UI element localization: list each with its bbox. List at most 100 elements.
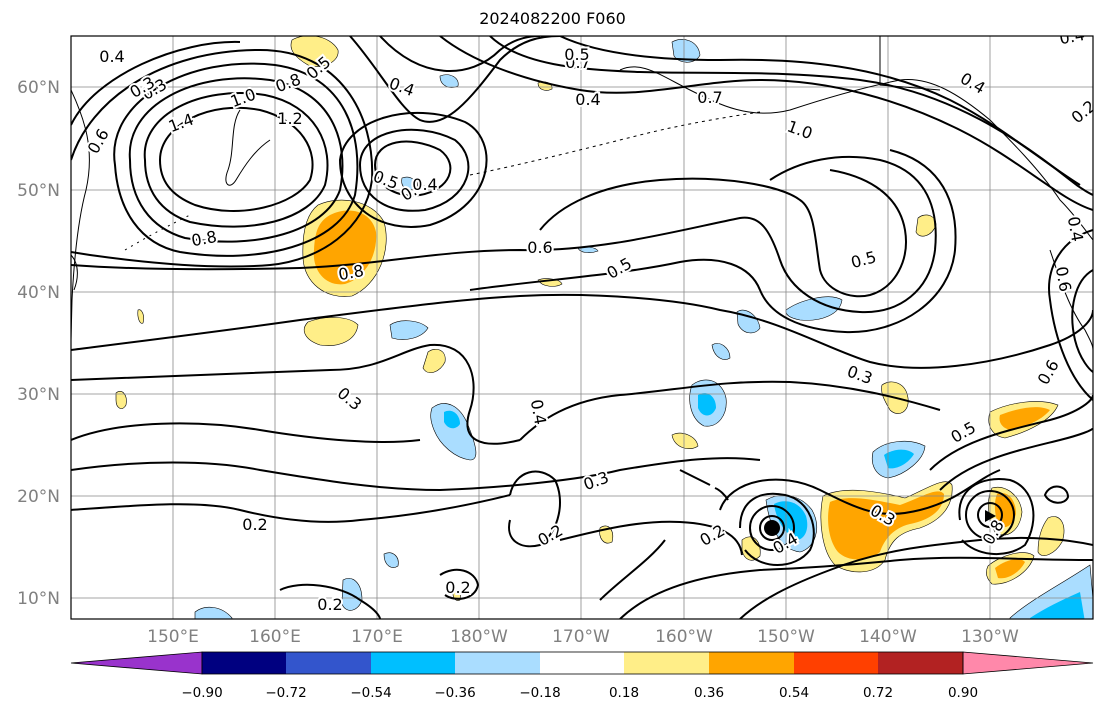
lat-label: 20°N (17, 487, 60, 507)
contour-label: 0.4 (957, 69, 989, 98)
contour-label: 0.6 (1052, 265, 1075, 293)
contour-label: 1.0 (785, 117, 815, 144)
negative-anomaly-fill (785, 296, 843, 321)
storm-center-marker (764, 520, 780, 536)
lon-label: 180°W (450, 627, 508, 647)
lon-label: 160°W (655, 627, 713, 647)
contour-label: 0.6 (527, 238, 552, 257)
colorbar-tick-label: 0.36 (694, 685, 724, 701)
contour-label: 0.3 (334, 383, 366, 414)
lon-label: 150°E (147, 627, 199, 647)
contour-label: 0.5 (371, 167, 401, 194)
colorbar-segment (286, 652, 371, 674)
latitude-axis: 60°N 50°N 40°N 30°N 20°N 10°N (17, 78, 60, 609)
lon-label: 160°E (249, 627, 301, 647)
japan-coast (71, 254, 78, 291)
negative-anomaly-fill (884, 449, 914, 469)
hawaiian-islands (679, 469, 729, 501)
contour-label: 0.7 (697, 88, 722, 107)
storm-center-marker (985, 510, 996, 522)
positive-anomaly-fill (828, 491, 944, 560)
contour-label: 0.7 (565, 53, 590, 72)
lon-label: 130°W (961, 627, 1019, 647)
colorbar-segment (709, 652, 794, 674)
lat-label: 60°N (17, 78, 60, 98)
negative-anomaly-fill (194, 606, 233, 619)
longitude-axis: 150°E 160°E 170°E 180°W 170°W 160°W 150°… (147, 627, 1019, 647)
negative-anomaly-fill (711, 343, 731, 360)
contour-label: 0.4 (387, 74, 417, 101)
colorbar-segment (794, 652, 878, 674)
lon-label: 150°W (757, 627, 815, 647)
lat-label: 40°N (17, 283, 60, 303)
lon-label: 170°W (552, 627, 610, 647)
contour-label: 0.2 (317, 595, 342, 614)
lat-label: 10°N (17, 589, 60, 609)
negative-anomaly-fill (1030, 592, 1085, 619)
negative-anomaly-fill (444, 410, 460, 429)
negative-anomaly-fill (774, 501, 808, 540)
asia-coast (71, 89, 90, 341)
positive-anomaly-fill (671, 432, 699, 449)
colorbar-tick-label: −0.54 (350, 685, 391, 701)
positive-anomaly-fill (304, 317, 359, 346)
lat-label: 50°N (17, 181, 60, 201)
positive-anomaly-fill (995, 559, 1025, 579)
colorbar-segment (624, 652, 709, 674)
contour-label: 0.5 (564, 45, 589, 64)
contour-label: 0.8 (273, 70, 303, 97)
negative-anomaly-fill (430, 403, 477, 461)
gridlines (71, 36, 1093, 619)
colorbar-tick-label: 0.54 (779, 685, 809, 701)
lat-label: 30°N (17, 385, 60, 405)
contour-label: 0.2 (242, 515, 267, 534)
colorbar-segment (202, 652, 286, 674)
contour-label: 0.3 (845, 362, 875, 389)
contour-label: 0.4 (527, 398, 550, 426)
colorbar-tick-label: −0.90 (181, 685, 222, 701)
contour-label: 0.8 (190, 227, 218, 250)
positive-anomaly-fill (422, 349, 446, 373)
contour-label: 0.4 (575, 90, 600, 109)
contour-label: 0.5 (849, 247, 879, 272)
colorbar-labels: −0.90 −0.72 −0.54 −0.36 −0.18 0.18 0.36 … (181, 685, 978, 701)
contour-label: 0.5 (603, 254, 635, 283)
colorbar-segment (878, 652, 963, 674)
contour-label: 0.4 (412, 175, 437, 194)
contour-label: 1.0 (228, 85, 258, 112)
negative-anomaly-fill (383, 552, 399, 568)
colorbar-tick-label: −0.18 (519, 685, 560, 701)
alaska-border (879, 36, 941, 91)
negative-anomaly-fill (389, 320, 429, 340)
contour-label: 1.2 (277, 109, 302, 128)
contour-label: 0.6 (84, 125, 113, 157)
lon-label: 140°W (859, 627, 917, 647)
colorbar-frame (201, 651, 964, 675)
contour-label: 0.2 (1068, 96, 1100, 127)
map-area: 0.4 0.3 0.5 0.8 0.7 0.4 1.0 1.4 1.2 0.6 0.5 0.4 0.8 0… (71, 36, 1100, 619)
positive-anomaly-fill (1037, 516, 1065, 556)
colorbar-segment (455, 652, 540, 674)
colorbar-extension-low (70, 651, 203, 675)
contour-labels: 0.4 0.3 0.5 0.8 0.7 0.4 1.0 1.4 1.2 0.6 0.5 0.4 0.8 0… (82, 36, 1100, 616)
positive-anomaly-fill (915, 214, 937, 237)
lon-label: 170°E (351, 627, 403, 647)
kuril-islands (124, 214, 191, 251)
positive-anomaly-fill (999, 407, 1050, 430)
colorbar-tick-label: 0.90 (948, 685, 978, 701)
contour-label: 0.3 (581, 468, 611, 495)
negative-anomaly-fill (439, 74, 459, 88)
map-title: 2024082200 F060 (479, 9, 626, 28)
colorbar-tick-label: 0.18 (609, 685, 639, 701)
negative-anomaly-fill (698, 393, 716, 416)
contour-label: 0.6 (1034, 356, 1063, 388)
colorbar-segment (371, 652, 455, 674)
contour-label: 0.4 (1064, 215, 1087, 243)
contour-label: 0.2 (445, 578, 470, 597)
colorbar-tick-label: 0.72 (863, 685, 893, 701)
positive-anomaly-fill (115, 391, 127, 409)
colorbar-extension-high (962, 651, 1094, 675)
contour-label: 1.4 (166, 110, 196, 137)
kamchatka-coast (225, 109, 271, 186)
contour-lines (71, 36, 1093, 619)
